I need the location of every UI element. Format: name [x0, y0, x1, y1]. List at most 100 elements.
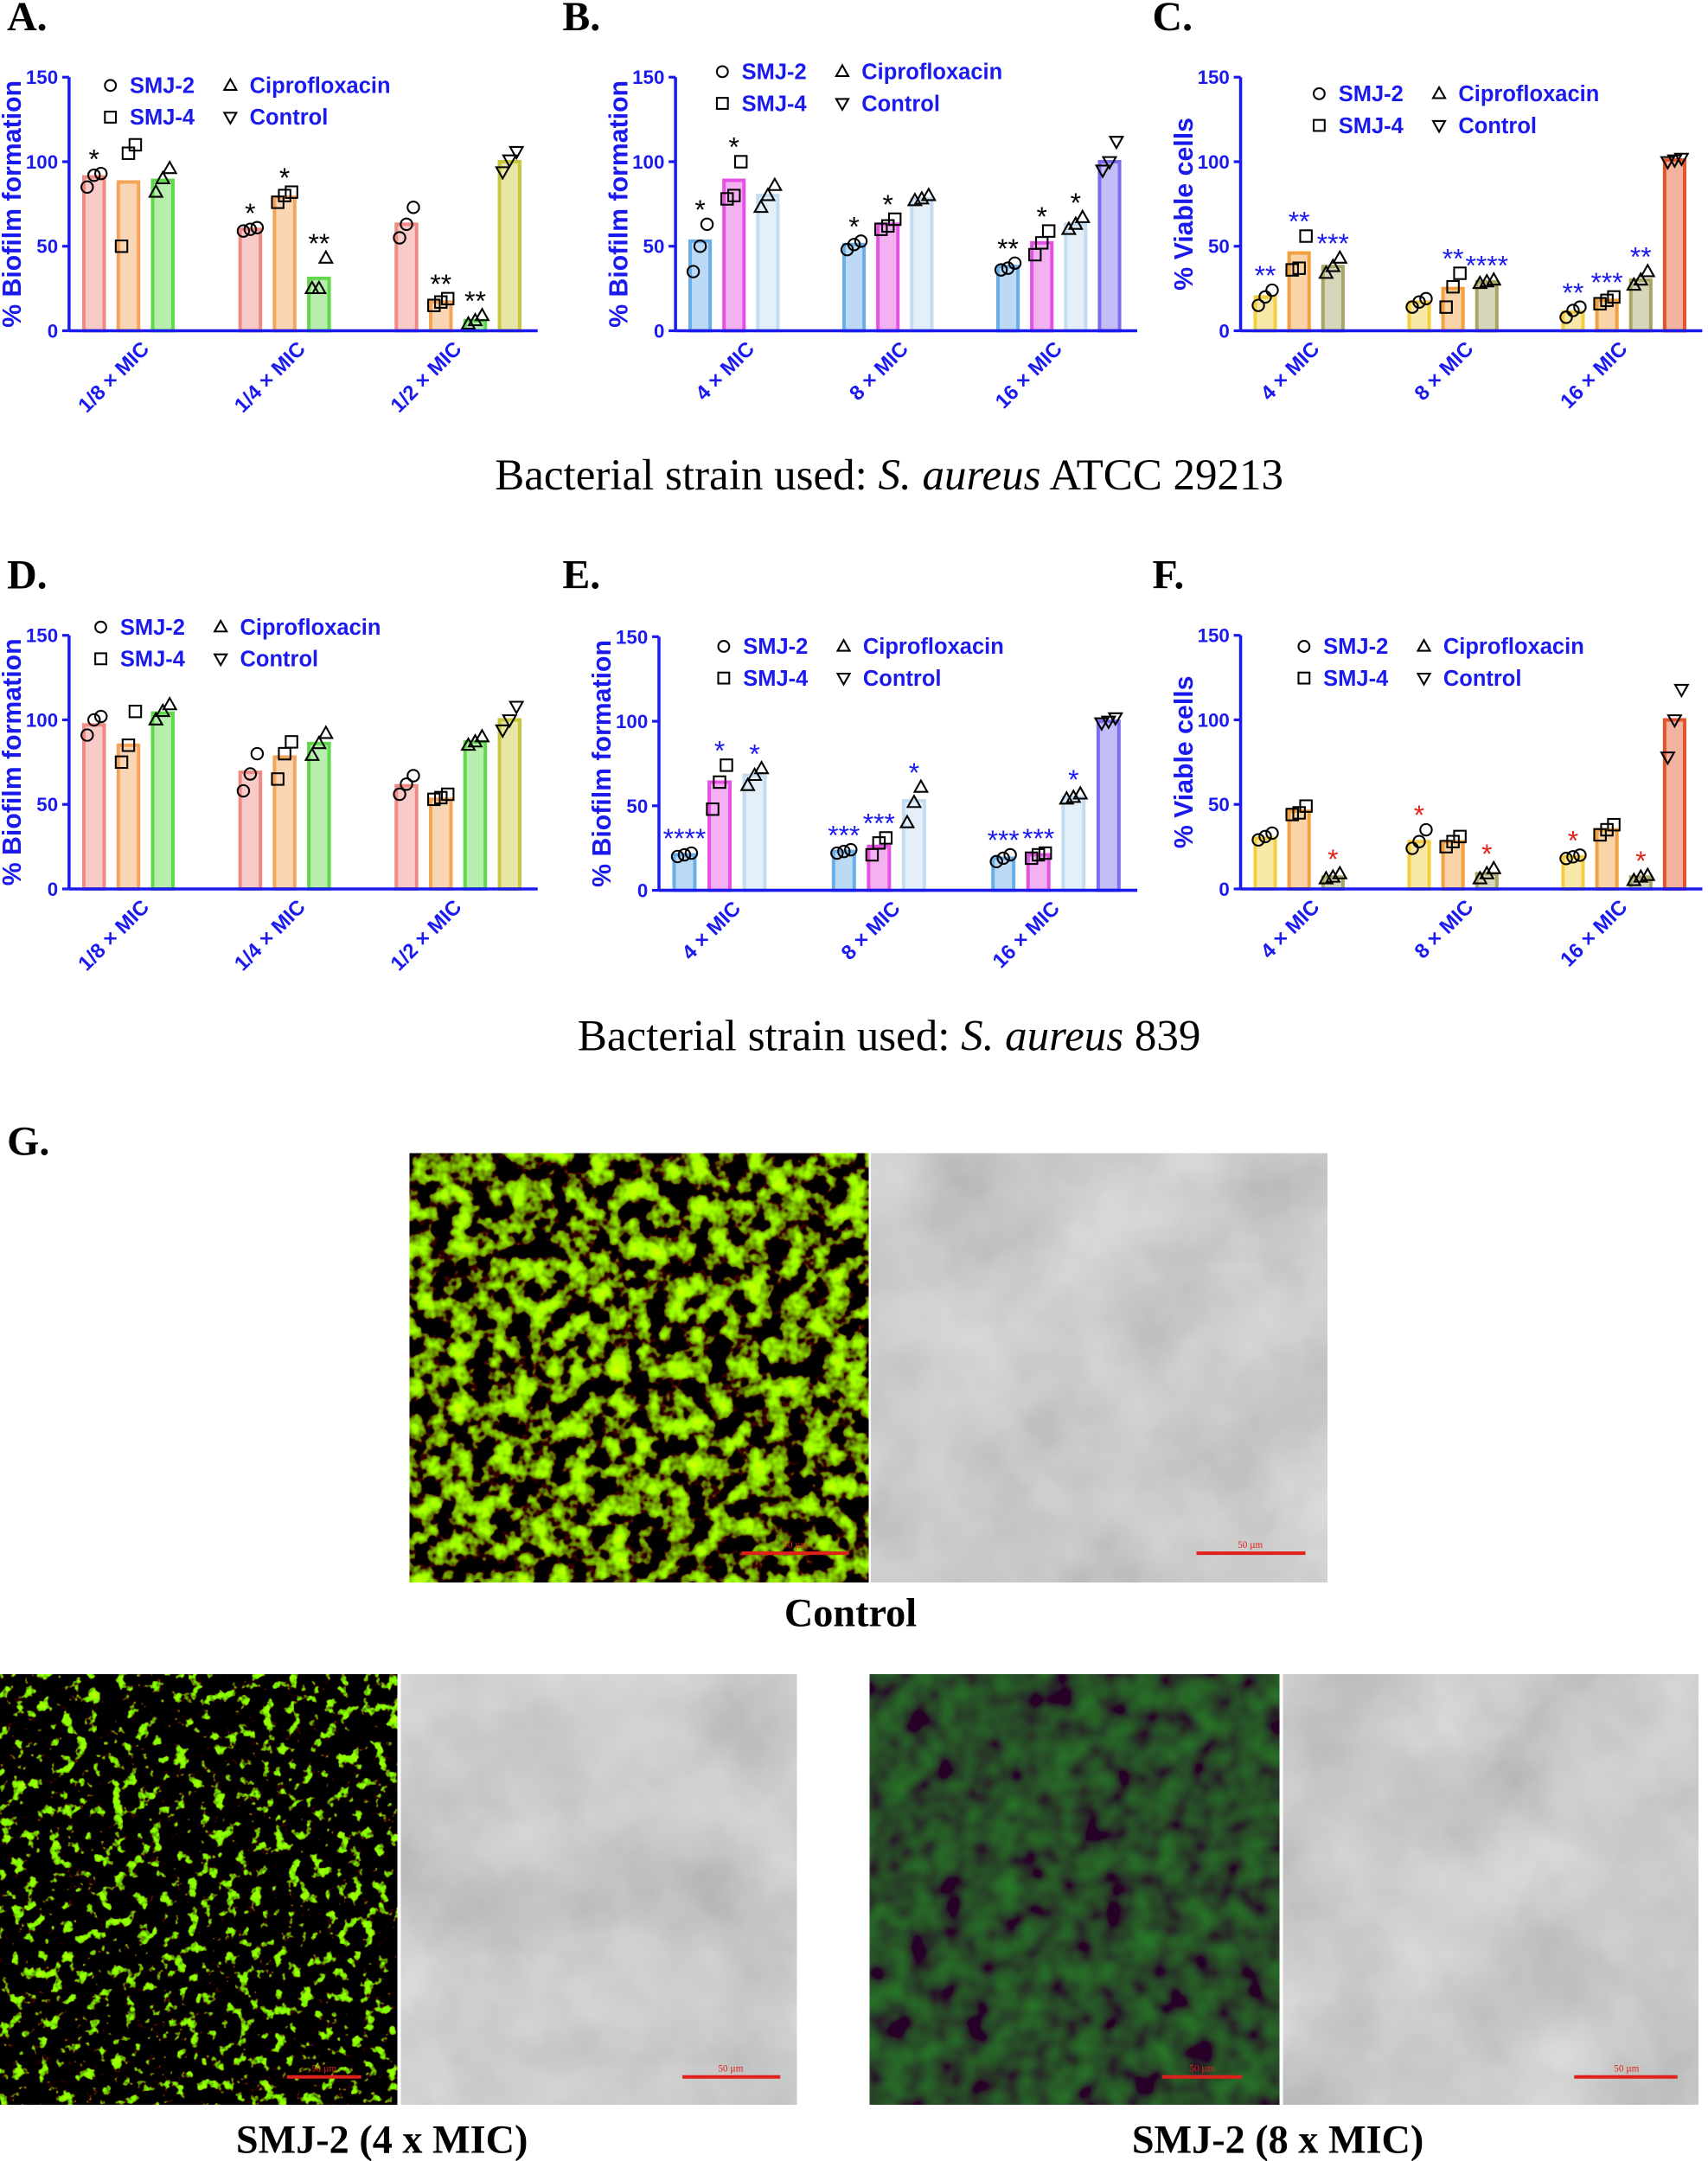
point	[1100, 715, 1116, 730]
point	[1072, 785, 1089, 800]
y-tick-label: 100	[1198, 709, 1230, 731]
point	[1559, 310, 1573, 324]
micrographs	[0, 1153, 1698, 2105]
bar	[429, 300, 453, 333]
y-tick-label: 50	[36, 236, 58, 258]
point	[310, 279, 327, 295]
point	[285, 735, 298, 749]
legend-marker	[835, 98, 850, 112]
bar	[1407, 300, 1431, 333]
significance: **	[997, 233, 1019, 264]
point	[920, 187, 937, 201]
point	[1607, 290, 1621, 304]
significance: *	[1036, 201, 1046, 232]
point	[1265, 826, 1279, 841]
legend-marker	[1416, 638, 1432, 652]
point	[1405, 841, 1419, 855]
y-tick-label: 150	[1198, 625, 1230, 647]
legend-label: SMJ-4	[1339, 114, 1404, 138]
point	[913, 190, 930, 205]
bar	[1061, 796, 1086, 892]
point	[1666, 154, 1683, 169]
y-axis-title: % Biofilm formation	[0, 638, 27, 885]
brightfield-image	[400, 1674, 797, 2105]
significance: *	[1414, 799, 1424, 830]
x-tick-label: 1/4 × MIC	[230, 337, 310, 418]
point	[1258, 290, 1272, 304]
bar-chart: F. % Viable cells * * * * * 0 50 100 150 4 × MIC 8 ×…	[1153, 553, 1703, 972]
significance: *	[1068, 764, 1078, 795]
y-tick-label: 150	[616, 626, 648, 648]
y-tick-label: 100	[616, 711, 648, 732]
bar	[463, 739, 488, 891]
legend-marker	[835, 638, 852, 652]
point	[759, 187, 777, 201]
point	[509, 700, 525, 715]
bar	[876, 222, 900, 333]
legend-marker	[1312, 118, 1326, 132]
significance: *	[1568, 824, 1578, 855]
point	[727, 189, 741, 202]
caption-strain: 839	[1123, 1012, 1200, 1060]
legend-marker	[1297, 671, 1311, 685]
significance: *	[848, 211, 859, 242]
point	[753, 759, 770, 775]
legend-marker	[835, 63, 850, 78]
point	[155, 169, 171, 184]
point	[1041, 224, 1056, 238]
point	[393, 231, 406, 245]
bar	[116, 743, 141, 891]
legend-label: SMJ-4	[1323, 667, 1389, 691]
point	[1607, 817, 1621, 832]
point	[317, 725, 334, 739]
bar	[1561, 310, 1585, 333]
legend-marker	[717, 640, 731, 653]
point	[250, 221, 265, 234]
significance: **	[1563, 277, 1584, 308]
point	[162, 696, 178, 711]
legend-marker	[715, 97, 729, 110]
significance: *	[89, 143, 99, 174]
bar	[707, 780, 732, 892]
point	[400, 777, 413, 791]
legend-marker	[222, 77, 239, 91]
significance: ***	[863, 808, 895, 839]
point	[440, 291, 455, 306]
point	[128, 137, 143, 152]
point	[1251, 298, 1265, 312]
point	[114, 755, 129, 770]
y-tick-label: 50	[1208, 236, 1230, 258]
bar	[150, 178, 175, 333]
legend-label: Ciprofloxacin	[861, 61, 1002, 85]
significance: *	[714, 735, 725, 766]
point	[1008, 256, 1022, 271]
significance: *	[1071, 187, 1081, 218]
point	[752, 198, 770, 214]
significance: ***	[1022, 822, 1054, 854]
point	[912, 778, 930, 793]
point	[1626, 872, 1642, 886]
point	[474, 728, 490, 743]
bar	[116, 180, 141, 333]
x-tick-label: 16 × MIC	[988, 897, 1065, 973]
panel-label: A.	[7, 0, 47, 40]
point	[706, 802, 720, 816]
y-tick-label: 150	[632, 67, 664, 88]
legend-label: Ciprofloxacin	[240, 616, 381, 640]
point	[1258, 829, 1272, 844]
point	[474, 307, 490, 322]
y-axis-title: % Viable cells	[1170, 676, 1199, 849]
legend-marker	[1431, 85, 1447, 99]
point	[1025, 851, 1039, 866]
point	[317, 249, 334, 264]
significance: **	[1630, 241, 1652, 272]
point	[80, 728, 94, 742]
panel-label: D.	[7, 553, 47, 598]
scale-bar-label: 50 µm	[1614, 2063, 1639, 2074]
x-tick-label: 8 × MIC	[1411, 895, 1479, 963]
bar	[272, 755, 297, 891]
bar	[497, 160, 521, 333]
point	[1038, 846, 1052, 860]
point	[720, 758, 733, 772]
significance: *	[694, 194, 705, 225]
